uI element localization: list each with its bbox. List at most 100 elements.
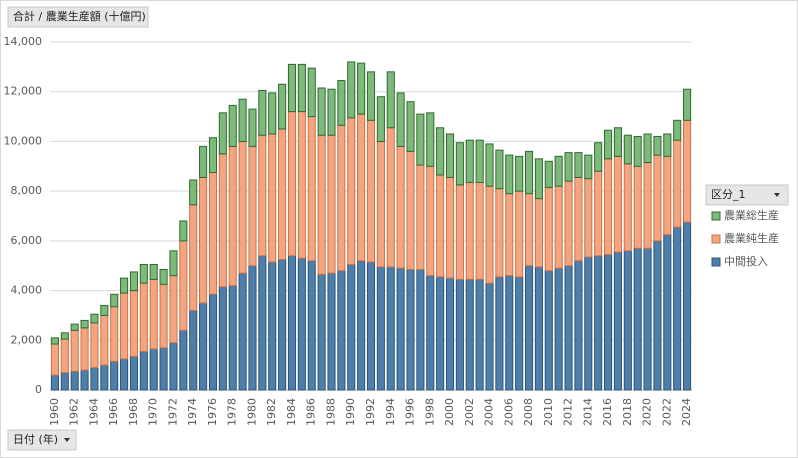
bar-segment (297, 63, 306, 113)
x-tick-label: 2008 (522, 398, 535, 426)
x-tick-label: 2002 (463, 398, 476, 426)
bar-segment (297, 111, 306, 259)
bar-segment (505, 154, 514, 195)
bar-segment (169, 250, 178, 277)
bar-segment (574, 176, 583, 262)
x-tick-label: 1964 (87, 398, 100, 426)
bar-segment (169, 275, 178, 344)
bar-segment (426, 165, 435, 277)
bar-segment (416, 113, 425, 166)
legend-swatch (711, 257, 721, 267)
bar-segment (366, 119, 376, 263)
bar-segment (120, 292, 129, 360)
bar-segment (554, 267, 563, 391)
bar-segment (248, 145, 257, 267)
bar-segment (60, 338, 69, 374)
bar-segment (357, 260, 366, 391)
value-field-label: 合計 / 農業生産額 (十億円) (13, 9, 146, 23)
bar-segment (268, 133, 277, 263)
x-tick-label: 1960 (48, 398, 61, 426)
bar-segment (218, 286, 227, 391)
bar-segment (268, 261, 277, 391)
bar-segment (455, 278, 464, 391)
x-tick-label: 1982 (265, 398, 278, 426)
bar-segment (653, 135, 662, 156)
x-tick-label: 1978 (226, 398, 239, 426)
bar-segment (139, 350, 148, 391)
axis-field-button[interactable] (7, 429, 77, 451)
bar-segment (169, 342, 178, 391)
bar-segment (386, 127, 395, 268)
x-tick-label: 1972 (166, 398, 179, 426)
bar-segment (436, 276, 445, 391)
bar-segment (149, 348, 158, 391)
bar-segment (208, 137, 218, 173)
bar-segment (386, 71, 395, 129)
bar-segment (445, 133, 455, 178)
bar-segment (564, 265, 573, 391)
bar-segment (524, 265, 534, 391)
bar-segment (238, 140, 247, 274)
bar-segment (633, 247, 642, 391)
legend-label: 農業総生産 (724, 208, 779, 222)
bar-segment (268, 92, 277, 135)
bar-segment (485, 143, 494, 187)
bar-segment (307, 116, 316, 262)
bar-segment (228, 104, 237, 147)
bar-segment (574, 152, 583, 178)
bar-segment (683, 119, 692, 223)
bar-segment (297, 257, 306, 391)
bar-segment (317, 273, 326, 391)
bar-segment (199, 176, 208, 304)
bar-segment (475, 181, 484, 280)
x-tick-label: 2018 (621, 398, 634, 426)
bar-segment (110, 360, 119, 391)
legend-title: 区分_1 (711, 188, 746, 201)
bar-segment (90, 313, 99, 324)
bar-segment (199, 145, 208, 178)
x-tick-label: 1974 (186, 398, 199, 426)
bar-segment (307, 260, 316, 391)
bar-segment (564, 152, 573, 182)
bar-segment (159, 268, 168, 285)
bar-segment (653, 240, 662, 391)
bar-segment (633, 135, 642, 167)
bar-segment (683, 221, 692, 391)
bar-segment (584, 256, 593, 391)
bar-segment (366, 261, 376, 391)
bar-segment (80, 319, 89, 329)
legend-swatch (711, 211, 721, 221)
bar-segment (100, 314, 109, 366)
bar-segment (663, 234, 672, 391)
bar-segment (416, 164, 425, 270)
bar-segment (100, 364, 109, 391)
bar-segment (287, 111, 297, 257)
bar-segment (603, 254, 613, 391)
bar-segment (406, 150, 415, 270)
bar-segment (584, 154, 593, 180)
bar-segment (228, 145, 237, 287)
bar-segment (613, 127, 622, 157)
bar-segment (50, 343, 59, 376)
y-tick-label: 6,000 (11, 234, 43, 247)
bar-segment (80, 327, 89, 371)
bar-segment (406, 268, 415, 391)
bar-segment (179, 220, 188, 242)
x-tick-label: 1980 (245, 398, 258, 426)
legend-field-button[interactable] (705, 184, 789, 206)
bar-segment (623, 163, 632, 252)
value-field-button[interactable] (7, 6, 149, 28)
bar-segment (278, 128, 287, 260)
bar-segment (574, 260, 583, 391)
bar-segment (90, 367, 99, 391)
bar-segment (465, 181, 474, 280)
bar-segment (347, 117, 356, 265)
x-tick-label: 2014 (581, 398, 594, 426)
bar-segment (564, 180, 573, 267)
bar-segment (396, 267, 405, 391)
bar-segment (129, 290, 139, 357)
x-tick-label: 1968 (127, 398, 140, 426)
bar-segment (455, 142, 464, 186)
bar-segment (465, 278, 474, 391)
bar-segment (534, 198, 543, 268)
